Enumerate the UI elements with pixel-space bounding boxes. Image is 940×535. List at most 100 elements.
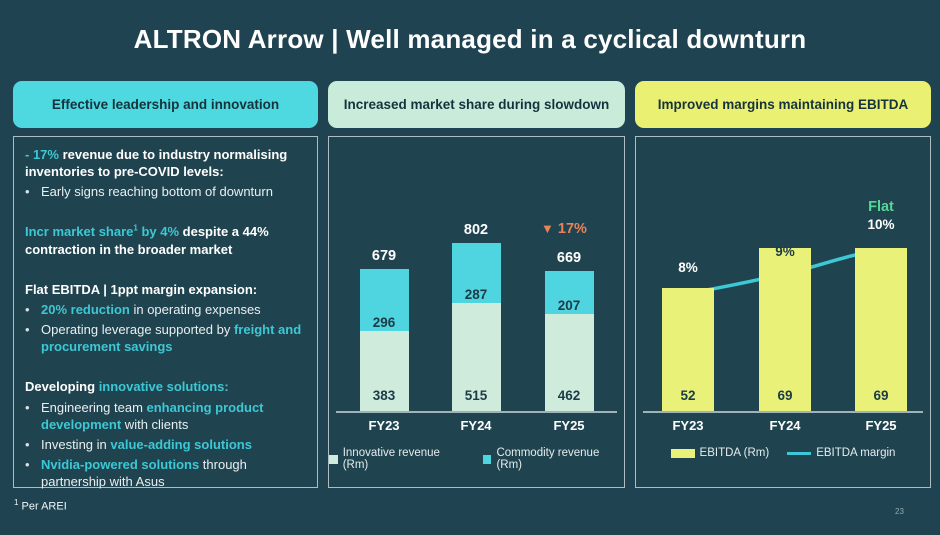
innovative-value-label: 462: [557, 388, 581, 403]
leadership-panel: - 17% revenue due to industry normalisin…: [13, 136, 318, 490]
category-label: FY24: [460, 418, 492, 433]
text-segment: Flat EBITDA | 1ppt margin expansion:: [25, 281, 258, 297]
decline-annotation: ▼ 17%: [541, 221, 587, 237]
commodity-value-label: 296: [372, 315, 396, 330]
page-title: ALTRON Arrow | Well managed in a cyclica…: [133, 24, 807, 54]
bullet-item: • Investing in value-adding solutions: [25, 436, 306, 453]
pill-market-share: Increased market share during slowdown: [328, 81, 625, 128]
text-segment: by 4%: [137, 224, 180, 240]
legend-item: Commodity revenue (Rm): [482, 447, 624, 471]
legend-item: EBITDA margin: [787, 447, 895, 459]
text-paragraph: Flat EBITDA | 1ppt margin expansion:: [25, 281, 306, 298]
commodity-segment: 287: [451, 243, 501, 303]
ebitda-categories: FY23 FY24 FY25: [636, 418, 930, 438]
rich-text: 20% reduction in operating expenses: [41, 301, 306, 318]
legend-bar-swatch: [670, 448, 695, 458]
category-label: FY25: [553, 418, 585, 433]
legend-label: EBITDA margin: [816, 447, 896, 459]
bullet-item: • 20% reduction in operating expenses: [25, 301, 306, 318]
category-label: FY23: [368, 418, 400, 433]
rich-text: Flat EBITDA | 1ppt margin expansion:: [25, 282, 257, 297]
commodity-value-label: 207: [557, 298, 581, 313]
text-segment: Engineering team: [41, 399, 147, 415]
total-value-label: 802: [463, 222, 489, 238]
rich-text: Developing innovative solutions:: [25, 379, 229, 394]
text-segment: Investing in: [41, 436, 111, 452]
text-segment: Nvidia-powered solutions: [41, 457, 200, 473]
content-columns: Effective leadership and innovation - 17…: [13, 81, 931, 490]
margin-value-label: 10%: [867, 217, 895, 232]
bullet-item: • Early signs reaching bottom of downturn: [25, 183, 306, 200]
text-segment: freight and procurement savings: [41, 322, 302, 355]
bullet-marker: •: [25, 457, 30, 473]
bullet-marker: •: [25, 322, 30, 338]
revenue-legend: Innovative revenue (Rm) Commodity revenue…: [329, 447, 624, 471]
revenue-chart-panel: ▼ 17% 296 383 679 287 515 802 207 462 669 FY23 FY2…: [328, 136, 625, 488]
rich-text: Operating leverage supported by freight …: [41, 321, 306, 355]
text-paragraph: - 17% revenue due to industry normalisin…: [25, 146, 306, 180]
legend-line-swatch: [787, 451, 812, 455]
ebitda-value-label: 52: [680, 388, 696, 403]
text-segment: - 17%: [25, 147, 59, 162]
footnote-text: Per AREI: [21, 500, 67, 513]
legend-item: Innovative revenue (Rm): [329, 447, 465, 471]
column-leadership: Effective leadership and innovation - 17…: [13, 81, 318, 490]
ebitda-bar: 52: [662, 288, 714, 411]
text-segment: Developing: [25, 379, 99, 395]
decline-value: 17%: [557, 221, 587, 237]
ebitda-plot: Flat 52 8% 69 9% 69 10%: [636, 137, 930, 413]
rich-text: Incr market share1 by 4% despite a 44% c…: [25, 224, 269, 256]
leadership-content: - 17% revenue due to industry normalisin…: [14, 137, 317, 490]
text-segment: enhancing product development: [41, 399, 264, 432]
revenue-categories: FY23 FY24 FY25: [329, 418, 624, 438]
innovative-segment: 383: [359, 331, 409, 411]
legend-label: Innovative revenue (Rm): [342, 447, 440, 471]
bullet-marker: •: [25, 436, 30, 452]
bullet-item: • Operating leverage supported by freight…: [25, 321, 306, 355]
legend-item: EBITDA (Rm): [670, 447, 770, 459]
column-margins: Improved margins maintaining EBITDA Flat…: [635, 81, 931, 488]
legend-label: EBITDA (Rm): [699, 447, 770, 459]
category-label: FY24: [769, 418, 801, 433]
rich-text: Investing in value-adding solutions: [41, 436, 306, 453]
section-spacer: [25, 203, 306, 223]
text-segment: 1: [133, 224, 138, 234]
column-market-share: Increased market share during slowdown ▼…: [328, 81, 625, 488]
footnote: 1 Per AREI: [14, 498, 67, 513]
ebitda-value-label: 69: [777, 388, 793, 403]
innovative-value-label: 515: [464, 388, 488, 403]
ebitda-legend: EBITDA (Rm) EBITDA margin: [636, 447, 930, 459]
text-segment: 20% reduction: [41, 301, 130, 317]
rich-text: Engineering team enhancing product devel…: [41, 399, 306, 433]
text-segment: Early signs reaching bottom of downturn: [41, 184, 273, 200]
revenue-plot: ▼ 17% 296 383 679 287 515 802 207 462 669: [329, 137, 624, 413]
text-paragraph: Incr market share1 by 4% despite a 44% c…: [25, 223, 306, 257]
triangle-down-icon: ▼: [541, 221, 554, 236]
text-segment: Incr market share: [25, 224, 134, 240]
category-label: FY25: [865, 418, 897, 433]
text-paragraph: Developing innovative solutions:: [25, 378, 306, 395]
total-value-label: 679: [371, 248, 397, 264]
section-spacer: [25, 261, 306, 281]
text-segment: in operating expenses: [129, 301, 261, 317]
rich-text: Early signs reaching bottom of downturn: [41, 183, 306, 200]
ebitda-value-label: 69: [873, 388, 889, 403]
pill-improved-margins: Improved margins maintaining EBITDA: [635, 81, 931, 128]
innovative-segment: 515: [451, 303, 501, 411]
commodity-segment: 207: [544, 271, 594, 314]
bullet-item: • Engineering team enhancing product deve…: [25, 399, 306, 433]
bullet-item: • Nvidia-powered solutions through partne…: [25, 456, 306, 490]
margin-value-label: 8%: [678, 260, 698, 275]
commodity-value-label: 287: [464, 287, 488, 302]
total-value-label: 669: [556, 250, 582, 266]
legend-label: Commodity revenue (Rm): [496, 447, 600, 471]
text-segment: innovative solutions:: [98, 379, 229, 395]
ebitda-chart-panel: Flat 52 8% 69 9% 69 10% FY23 FY24 FY25 EBITDA (…: [635, 136, 931, 488]
ebitda-x-axis: [643, 411, 923, 413]
ebitda-bar: 69: [855, 248, 907, 411]
flat-annotation: Flat: [868, 199, 894, 215]
text-segment: Operating leverage supported by: [41, 322, 234, 338]
innovative-segment: 462: [544, 314, 594, 411]
pill-effective-leadership: Effective leadership and innovation: [13, 81, 318, 128]
text-segment: through partnership with Asus: [41, 457, 247, 490]
